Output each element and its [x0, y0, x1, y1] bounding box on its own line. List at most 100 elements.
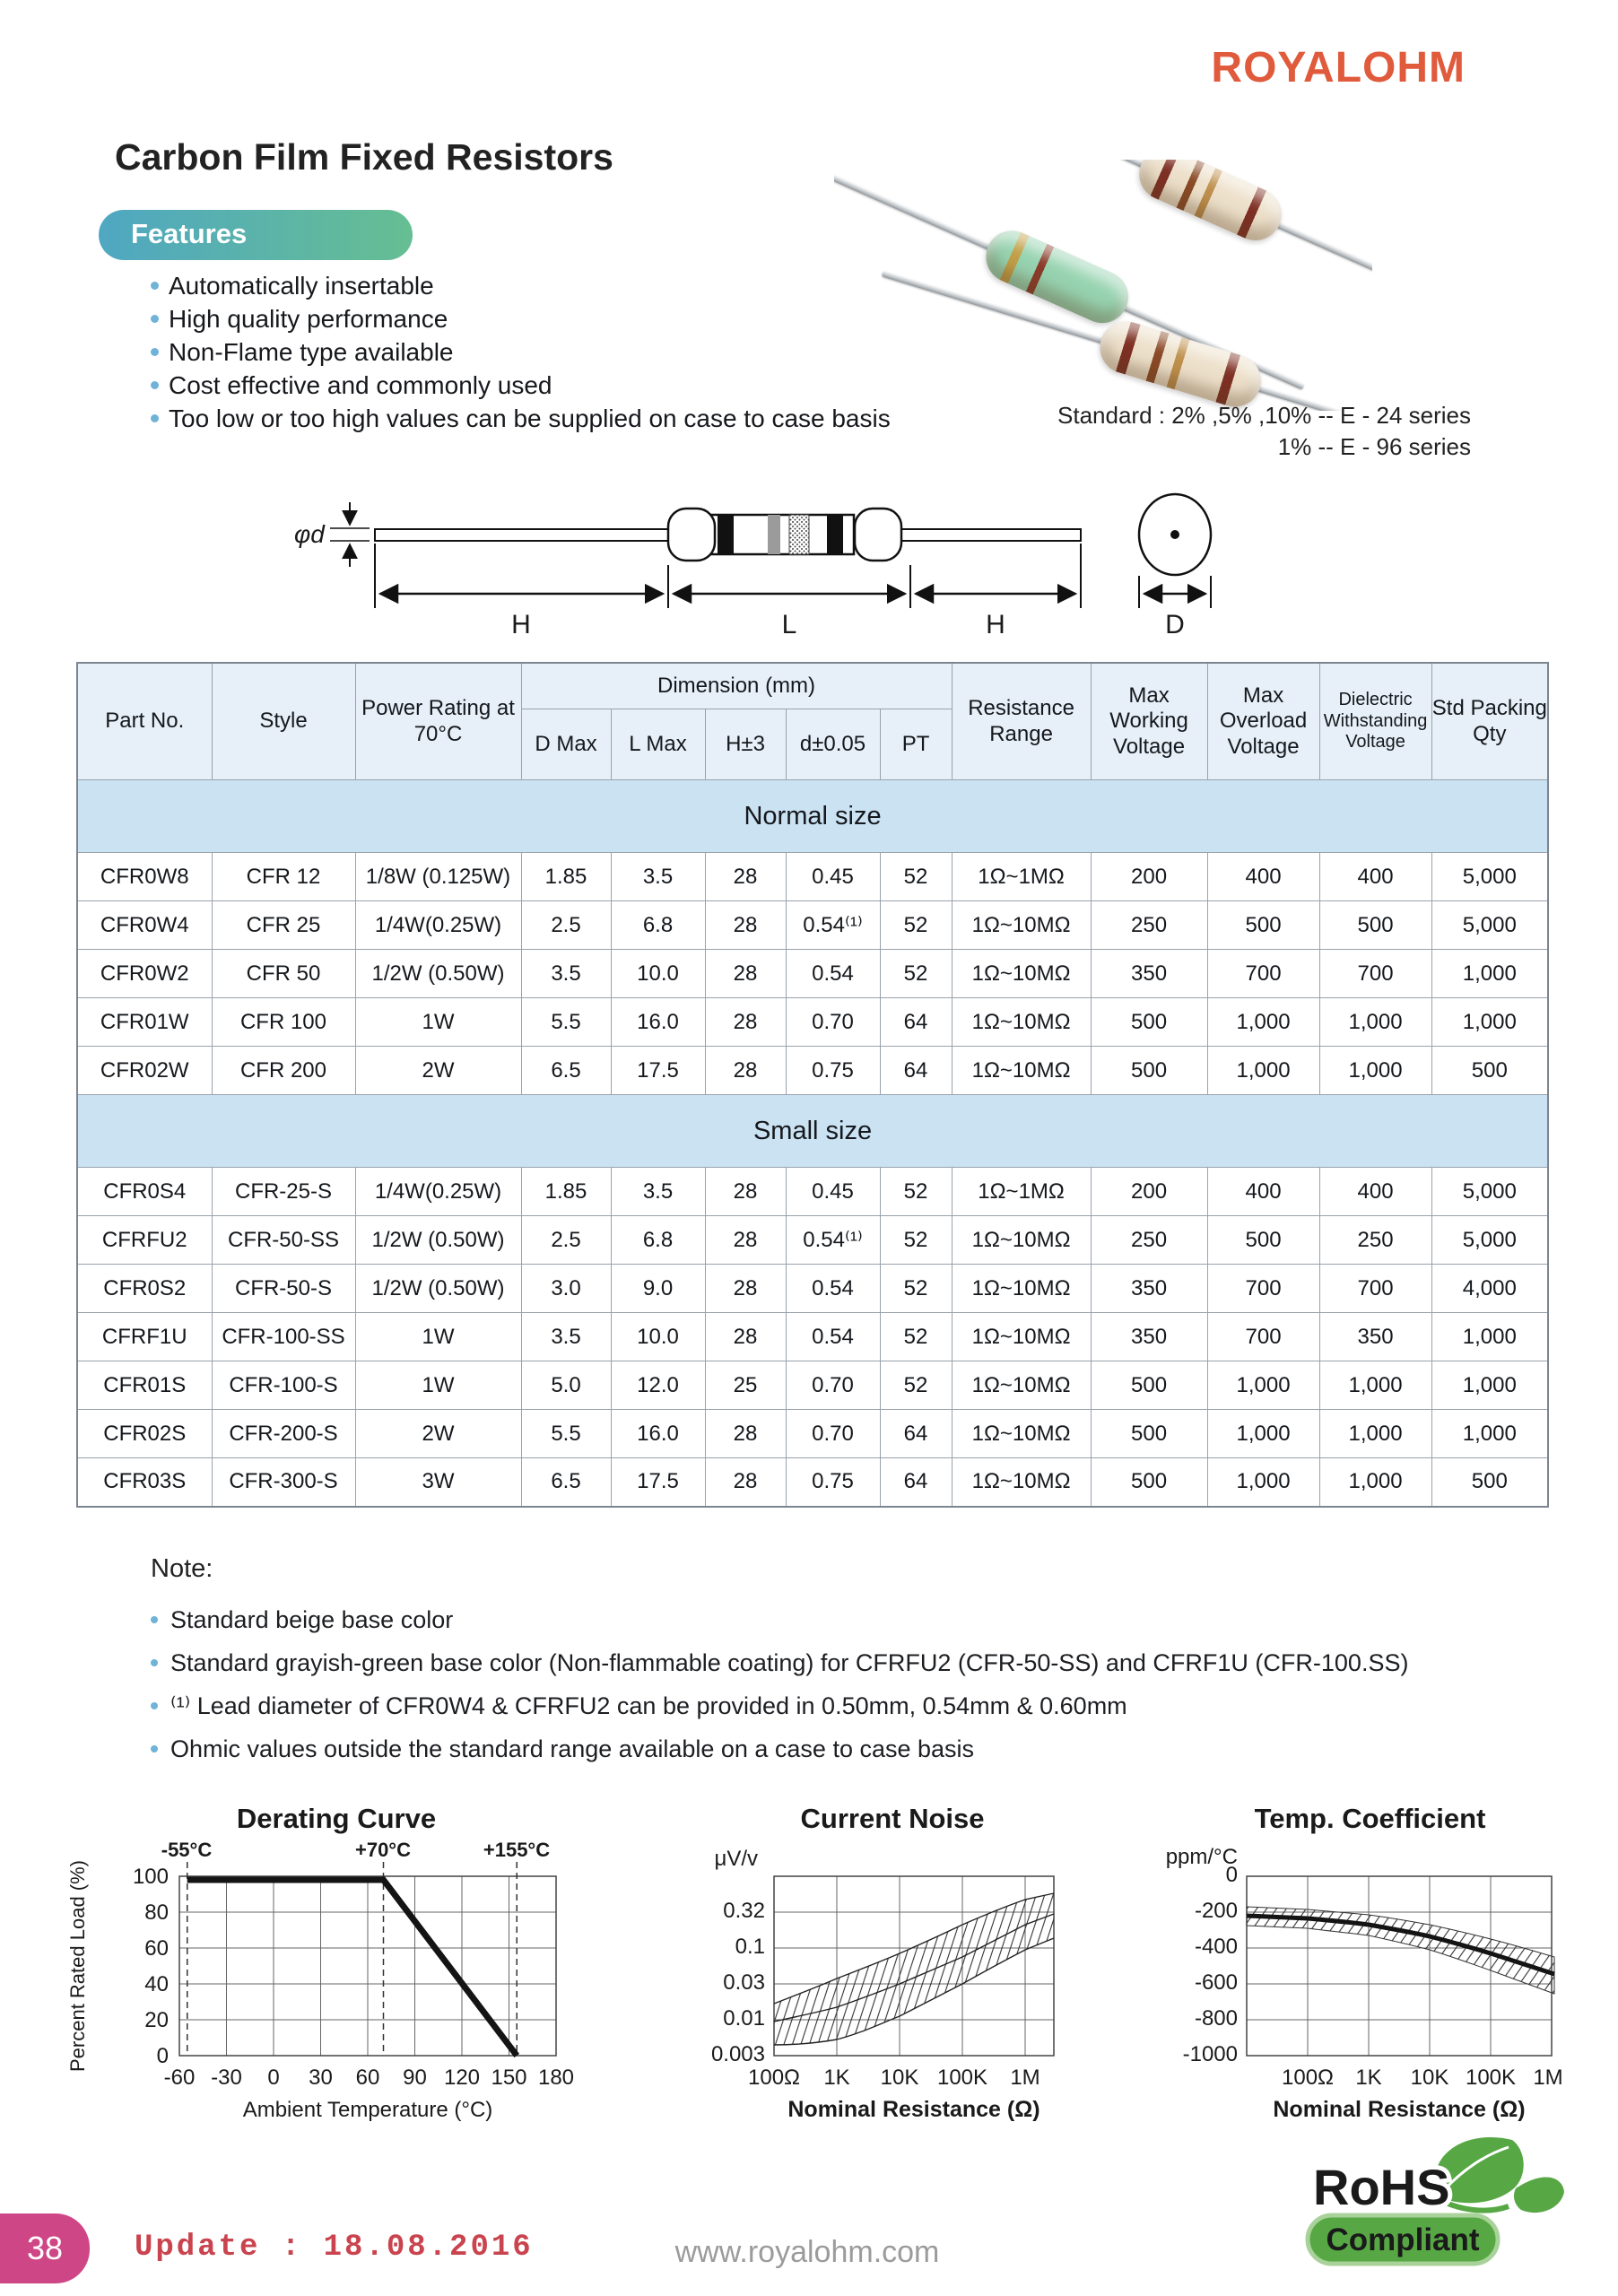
- cell-h: 25: [704, 1361, 787, 1410]
- cell-resistance-range: 1Ω~10MΩ: [951, 900, 1092, 950]
- cell-d-max: 3.5: [520, 949, 612, 998]
- svg-text:180: 180: [538, 2066, 574, 2090]
- col-power-rating: Power Rating at 70°C: [354, 662, 522, 780]
- noise-x-ticks: 100Ω 1K 10K 100K 1M: [748, 2066, 1040, 2090]
- cell-part-no: CFR0W2: [76, 949, 213, 998]
- cell-part-no: CFRF1U: [76, 1312, 213, 1361]
- derating-y-label: Percent Rated Load (%): [66, 1860, 89, 2072]
- cell-style: CFR 50: [211, 949, 356, 998]
- dim-label-h-right: H: [986, 610, 1005, 639]
- end-view-drawing: [1137, 492, 1213, 608]
- cell-style: CFR-300-S: [211, 1457, 356, 1507]
- cell-max-working-voltage: 350: [1090, 949, 1208, 998]
- rohs-compliant-logo: RoHS Compliant: [1305, 2136, 1564, 2266]
- annotation-minus55: -55°C: [161, 1840, 213, 1861]
- tempco-y-ticks: 0 -200 -400 -600 -800 -1000: [1183, 1863, 1238, 2066]
- cell-power-rating: 2W: [354, 1046, 522, 1095]
- cell-d-max: 1.85: [520, 852, 612, 901]
- cell-max-working-voltage: 250: [1090, 900, 1208, 950]
- cell-d: 0.54: [785, 949, 881, 998]
- cell-h: 28: [704, 1215, 787, 1265]
- cell-power-rating: 1/8W (0.125W): [354, 852, 522, 901]
- rohs-text: RoHS: [1313, 2159, 1449, 2215]
- cell-resistance-range: 1Ω~10MΩ: [951, 1312, 1092, 1361]
- cell-h: 28: [704, 1312, 787, 1361]
- cell-max-overload-voltage: 700: [1206, 1312, 1320, 1361]
- table-row: CFR01W CFR 100 1W 5.5 16.0 28 0.70 64 1Ω…: [76, 997, 1549, 1047]
- cell-d-max: 6.5: [520, 1046, 612, 1095]
- cell-resistance-range: 1Ω~10MΩ: [951, 1046, 1092, 1095]
- svg-text:100K: 100K: [937, 2066, 987, 2090]
- cell-dielectric-voltage: 700: [1318, 949, 1432, 998]
- svg-text:-1000: -1000: [1183, 2042, 1238, 2066]
- dimension-lines: [374, 544, 1082, 608]
- cell-packing-qty: 5,000: [1431, 852, 1549, 901]
- table-row: CFR0W8 CFR 12 1/8W (0.125W) 1.85 3.5 28 …: [76, 852, 1549, 901]
- page-number: 38: [26, 2230, 64, 2266]
- cell-pt: 52: [879, 1264, 953, 1313]
- cell-d-max: 5.5: [520, 997, 612, 1047]
- svg-text:-30: -30: [211, 2066, 242, 2090]
- cell-max-working-voltage: 350: [1090, 1264, 1208, 1313]
- cell-part-no: CFR0S4: [76, 1167, 213, 1216]
- standard-line-1: Standard : 2% ,5% ,10% -- E - 24 series: [1057, 402, 1471, 429]
- svg-text:0.32: 0.32: [723, 1899, 765, 1923]
- table-row: CFR0W4 CFR 25 1/4W(0.25W) 2.5 6.8 28 0.5…: [76, 900, 1549, 950]
- cell-l-max: 16.0: [610, 1409, 706, 1458]
- cell-style: CFR-100-S: [211, 1361, 356, 1410]
- col-part-no: Part No.: [76, 662, 213, 780]
- svg-text:-200: -200: [1195, 1899, 1238, 1923]
- current-noise-chart: μV/v 0.32 0.1 0.03 0.01 0.003 100Ω 1K 10…: [711, 1847, 1055, 2122]
- col-dimension: Dimension (mm): [520, 662, 953, 709]
- derating-reference-lines: [187, 1862, 518, 2056]
- cell-max-working-voltage: 200: [1090, 1167, 1208, 1216]
- cell-d: 0.70: [785, 997, 881, 1047]
- derating-plot-border: [178, 1875, 557, 2057]
- svg-text:60: 60: [356, 2066, 380, 2090]
- cell-d-max: 5.0: [520, 1361, 612, 1410]
- cell-max-overload-voltage: 1,000: [1206, 1409, 1320, 1458]
- svg-text:90: 90: [403, 2066, 427, 2090]
- cell-h: 28: [704, 852, 787, 901]
- cell-power-rating: 1W: [354, 1312, 522, 1361]
- svg-text:100K: 100K: [1466, 2066, 1516, 2090]
- table-header: Part No. Style Power Rating at 70°C Dime…: [76, 662, 1549, 780]
- website-link[interactable]: www.royalohm.com: [674, 2235, 940, 2269]
- page-number-badge: 38: [0, 2213, 90, 2283]
- cell-part-no: CFR02W: [76, 1046, 213, 1095]
- svg-text:1K: 1K: [823, 2066, 849, 2090]
- cell-resistance-range: 1Ω~10MΩ: [951, 949, 1092, 998]
- annotation-plus155: +155°C: [483, 1840, 550, 1861]
- dim-label-l: L: [782, 610, 797, 639]
- cell-packing-qty: 4,000: [1431, 1264, 1549, 1313]
- resistor-photo: [834, 160, 1372, 411]
- cell-style: CFR-25-S: [211, 1167, 356, 1216]
- cell-d-max: 5.5: [520, 1409, 612, 1458]
- cell-l-max: 6.8: [610, 900, 706, 950]
- cell-resistance-range: 1Ω~10MΩ: [951, 1361, 1092, 1410]
- cell-d: 0.45: [785, 852, 881, 901]
- derating-chart-title: Derating Curve: [236, 1803, 437, 1834]
- cell-max-working-voltage: 500: [1090, 1409, 1208, 1458]
- note-title: Note:: [151, 1554, 213, 1583]
- cell-l-max: 3.5: [610, 852, 706, 901]
- svg-text:120: 120: [444, 2066, 480, 2090]
- col-max-working: Max Working Voltage: [1090, 662, 1208, 780]
- cell-pt: 64: [879, 997, 953, 1047]
- tempco-x-ticks: 100Ω 1K 10K 100K 1M: [1282, 2066, 1563, 2090]
- cell-power-rating: 2W: [354, 1409, 522, 1458]
- cell-power-rating: 1/4W(0.25W): [354, 1167, 522, 1216]
- cell-dielectric-voltage: 250: [1318, 1215, 1432, 1265]
- col-std-packing: Std Packing Qty: [1431, 662, 1549, 780]
- cell-style: CFR 25: [211, 900, 356, 950]
- cell-part-no: CFR02S: [76, 1409, 213, 1458]
- cell-d: 0.54: [785, 1264, 881, 1313]
- dim-label-d: D: [1165, 610, 1185, 639]
- cell-pt: 64: [879, 1409, 953, 1458]
- cell-l-max: 12.0: [610, 1361, 706, 1410]
- cell-resistance-range: 1Ω~1MΩ: [951, 1167, 1092, 1216]
- feature-item: Non-Flame type available: [151, 335, 891, 369]
- svg-text:10K: 10K: [1411, 2066, 1449, 2090]
- note-item: Ohmic values outside the standard range …: [151, 1727, 1408, 1770]
- compliant-text: Compliant: [1326, 2222, 1479, 2257]
